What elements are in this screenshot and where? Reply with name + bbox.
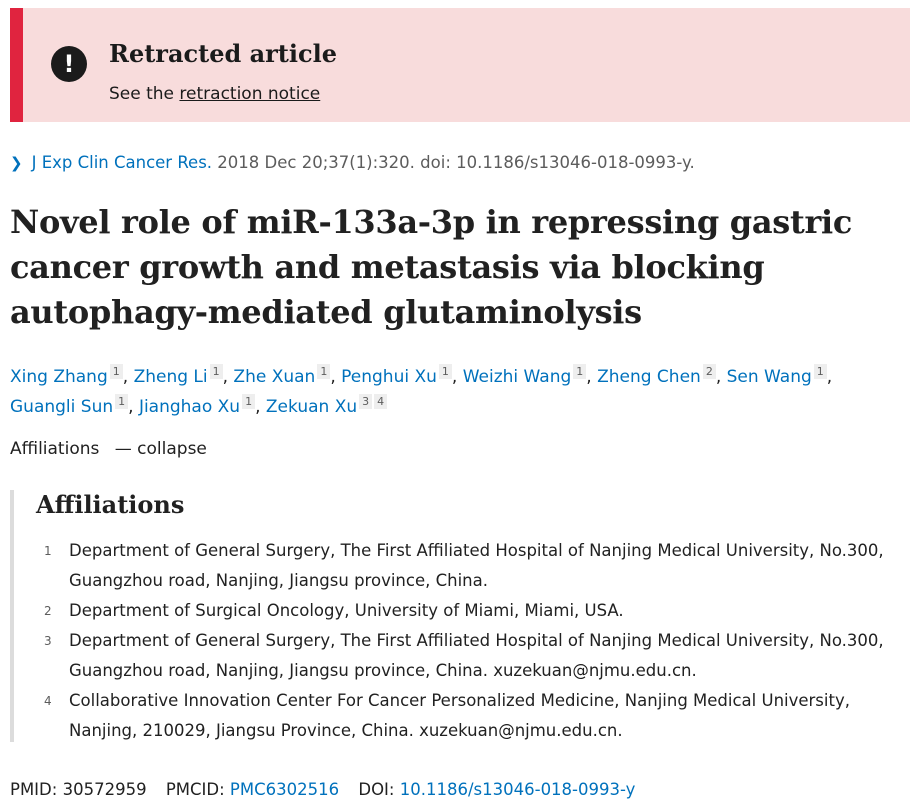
author-item: Guangli Sun 1 xyxy=(10,394,129,417)
author-separator: , xyxy=(222,367,234,387)
citation-line: ❯ J Exp Clin Cancer Res. 2018 Dec 20;37(1… xyxy=(10,153,695,172)
affiliation-ref[interactable]: 4 xyxy=(374,394,388,409)
affiliations-heading: Affiliations xyxy=(36,490,185,519)
affiliation-ref[interactable]: 1 xyxy=(573,364,587,379)
pmid: PMID: 30572959 xyxy=(10,780,147,799)
author-item: Jianghao Xu 1 xyxy=(138,394,256,417)
citation-details: 2018 Dec 20;37(1):320. doi: 10.1186/s130… xyxy=(212,153,695,172)
author-separator: , xyxy=(451,367,463,387)
author-separator: , xyxy=(715,367,727,387)
author-separator: , xyxy=(330,367,342,387)
affiliation-text: Collaborative Innovation Center For Canc… xyxy=(69,691,850,740)
author-link[interactable]: Jianghao Xu xyxy=(138,397,241,417)
affiliation-ref[interactable]: 1 xyxy=(813,364,827,379)
author-separator: , xyxy=(122,367,134,387)
article-title: Novel role of miR-133a-3p in repressing … xyxy=(10,203,853,331)
affiliation-item: 4 Collaborative Innovation Center For Ca… xyxy=(36,686,901,746)
retraction-title: Retracted article xyxy=(109,39,337,68)
affiliation-item: 1 Department of General Surgery, The Fir… xyxy=(36,536,901,596)
pmid-value: 30572959 xyxy=(62,780,147,799)
affiliation-item: 3 Department of General Surgery, The Fir… xyxy=(36,626,901,686)
author-link[interactable]: Xing Zhang xyxy=(10,367,108,387)
doi: DOI: 10.1186/s13046-018-0993-y xyxy=(358,780,635,799)
author-separator: , xyxy=(586,367,598,387)
affiliations-toggle[interactable]: Affiliations — collapse xyxy=(10,439,207,459)
exclamation-circle-icon: ! xyxy=(51,46,87,82)
collapse-button[interactable]: — collapse xyxy=(115,439,207,459)
affiliation-ref[interactable]: 1 xyxy=(317,364,331,379)
author-item: Zhe Xuan 1 xyxy=(233,364,331,387)
affiliation-number: 4 xyxy=(44,694,52,708)
author-link[interactable]: Zekuan Xu xyxy=(265,397,358,417)
identifiers: PMID: 30572959 PMCID: PMC6302516 DOI: 10… xyxy=(10,780,649,799)
retraction-banner: ! Retracted article See the retraction n… xyxy=(10,8,910,122)
author-link[interactable]: Sen Wang xyxy=(726,367,812,387)
author-list: Xing Zhang 1, Zheng Li 1, Zhe Xuan 1, Pengh… xyxy=(10,362,910,422)
affiliation-item: 2 Department of Surgical Oncology, Unive… xyxy=(36,596,901,626)
author-separator: , xyxy=(826,367,833,387)
doi-label: DOI: xyxy=(358,780,395,799)
author-link[interactable]: Guangli Sun xyxy=(10,397,114,417)
affiliation-ref[interactable]: 1 xyxy=(209,364,223,379)
collapse-dash-icon: — xyxy=(114,439,132,459)
pmcid-link[interactable]: PMC6302516 xyxy=(229,780,340,799)
affiliation-number: 2 xyxy=(44,604,52,618)
affiliation-ref[interactable]: 3 xyxy=(359,394,373,409)
collapse-label: collapse xyxy=(137,439,207,459)
author-item: Zekuan Xu 3 4 xyxy=(265,394,388,417)
author-item: Zheng Chen 2 xyxy=(597,364,716,387)
author-item: Sen Wang 1 xyxy=(726,364,827,387)
author-item: Zheng Li 1 xyxy=(133,364,223,387)
author-item: Weizhi Wang 1 xyxy=(462,364,587,387)
pmcid: PMCID: PMC6302516 xyxy=(166,780,339,799)
affiliation-ref[interactable]: 2 xyxy=(702,364,716,379)
journal-link[interactable]: J Exp Clin Cancer Res. xyxy=(31,153,213,172)
doi-link[interactable]: 10.1186/s13046-018-0993-y xyxy=(399,780,636,799)
author-item: Penghui Xu 1 xyxy=(341,364,452,387)
affiliation-ref[interactable]: 1 xyxy=(438,364,452,379)
affiliation-ref[interactable]: 1 xyxy=(242,394,256,409)
author-link[interactable]: Weizhi Wang xyxy=(462,367,572,387)
author-link[interactable]: Zheng Li xyxy=(133,367,208,387)
affiliation-text: Department of Surgical Oncology, Univers… xyxy=(69,601,624,620)
retraction-notice-link[interactable]: retraction notice xyxy=(179,84,321,104)
author-link[interactable]: Zhe Xuan xyxy=(233,367,316,387)
affiliation-number: 3 xyxy=(44,634,52,648)
author-separator: , xyxy=(255,397,266,417)
author-link[interactable]: Penghui Xu xyxy=(341,367,437,387)
author-item: Xing Zhang 1 xyxy=(10,364,123,387)
affiliation-text: Department of General Surgery, The First… xyxy=(69,631,884,680)
chevron-right-icon[interactable]: ❯ xyxy=(10,154,23,172)
retraction-sub-prefix: See the xyxy=(109,84,180,104)
affiliations-toggle-label: Affiliations xyxy=(10,439,100,459)
author-separator: , xyxy=(128,397,139,417)
pmid-label: PMID: xyxy=(10,780,58,799)
affiliations-panel: Affiliations 1 Department of General Sur… xyxy=(10,490,900,742)
affiliation-number: 1 xyxy=(44,544,52,558)
affiliation-text: Department of General Surgery, The First… xyxy=(69,541,884,590)
author-link[interactable]: Zheng Chen xyxy=(597,367,701,387)
affiliations-list: 1 Department of General Surgery, The Fir… xyxy=(36,536,901,746)
pmcid-label: PMCID: xyxy=(165,780,225,799)
affiliation-ref[interactable]: 1 xyxy=(109,364,123,379)
retraction-subtitle: See the retraction notice xyxy=(109,84,320,104)
affiliation-ref[interactable]: 1 xyxy=(115,394,129,409)
